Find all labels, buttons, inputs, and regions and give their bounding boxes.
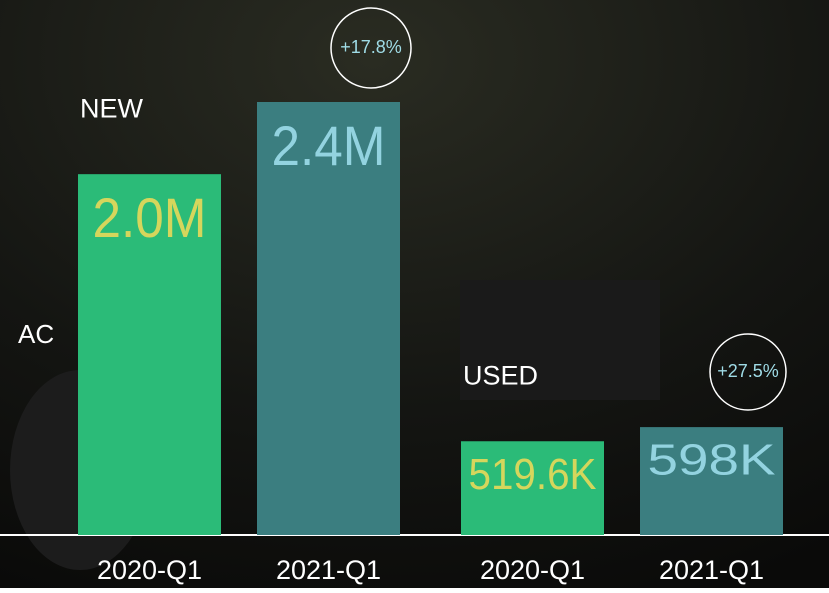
group-label: USED [463, 360, 538, 390]
change-label: +17.8% [340, 37, 402, 57]
group-label: NEW [80, 93, 144, 123]
x-tick-label: 2021-Q1 [659, 555, 764, 585]
chart: AC 2.0M 2020-Q1 2.4M 2021-Q1 NEW +17.8% 519.6K… [0, 0, 829, 588]
x-tick-label: 2020-Q1 [97, 555, 202, 585]
x-tick-label: 2020-Q1 [480, 555, 585, 585]
value-label: 519.6K [469, 450, 597, 499]
x-tick-label: 2021-Q1 [276, 555, 381, 585]
value-label: 2.0M [93, 186, 207, 249]
change-label: +27.5% [717, 361, 779, 381]
value-label: 598K [648, 436, 776, 485]
side-label: AC [18, 319, 54, 349]
value-label: 2.4M [272, 114, 386, 177]
